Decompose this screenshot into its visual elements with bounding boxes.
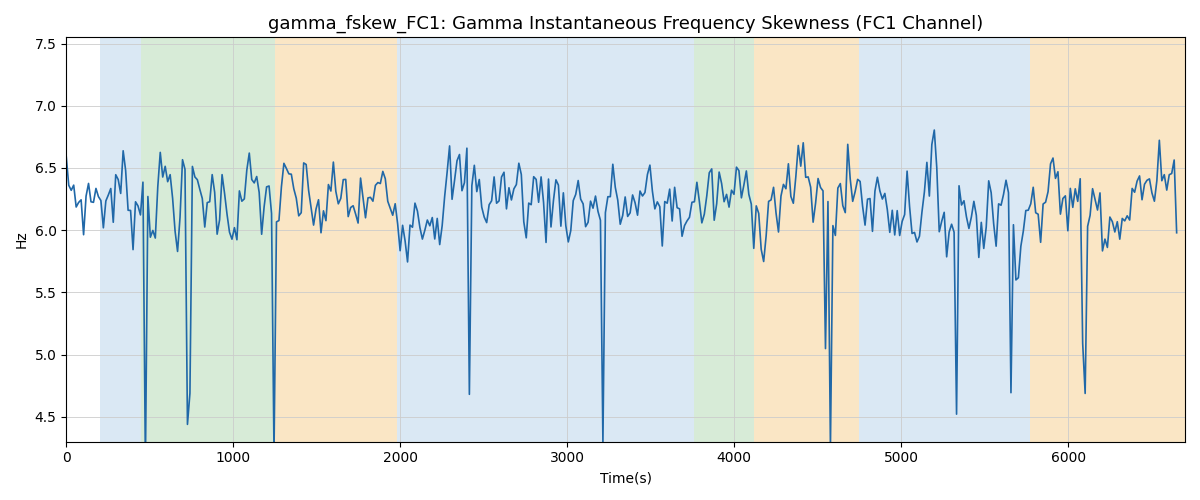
Bar (755, 38, 859, 442)
Y-axis label: Hz: Hz (16, 230, 29, 248)
Bar (142, 38, 275, 442)
Bar (397, 38, 414, 442)
Bar (694, 38, 755, 442)
Bar (1030, 38, 1186, 442)
Bar (859, 38, 1030, 442)
Bar (664, 38, 694, 442)
Bar (275, 38, 397, 442)
Bar (100, 38, 142, 442)
Title: gamma_fskew_FC1: Gamma Instantaneous Frequency Skewness (FC1 Channel): gamma_fskew_FC1: Gamma Instantaneous Fre… (268, 15, 983, 34)
Bar (414, 38, 664, 442)
X-axis label: Time(s): Time(s) (600, 471, 652, 485)
